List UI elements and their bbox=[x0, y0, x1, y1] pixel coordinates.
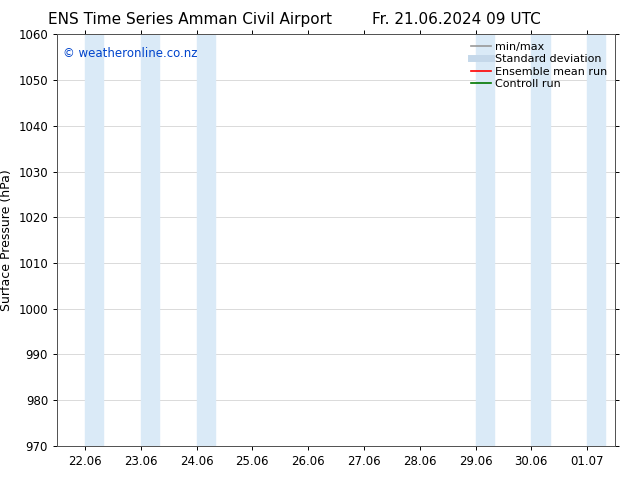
Bar bbox=[587, 34, 605, 446]
Legend: min/max, Standard deviation, Ensemble mean run, Controll run: min/max, Standard deviation, Ensemble me… bbox=[466, 38, 612, 93]
Bar bbox=[85, 34, 103, 446]
Bar bbox=[531, 34, 550, 446]
Text: Fr. 21.06.2024 09 UTC: Fr. 21.06.2024 09 UTC bbox=[372, 12, 541, 27]
Text: ENS Time Series Amman Civil Airport: ENS Time Series Amman Civil Airport bbox=[48, 12, 332, 27]
Bar bbox=[141, 34, 159, 446]
Y-axis label: Surface Pressure (hPa): Surface Pressure (hPa) bbox=[0, 169, 13, 311]
Text: © weatheronline.co.nz: © weatheronline.co.nz bbox=[63, 47, 197, 60]
Bar bbox=[197, 34, 215, 446]
Bar bbox=[476, 34, 494, 446]
